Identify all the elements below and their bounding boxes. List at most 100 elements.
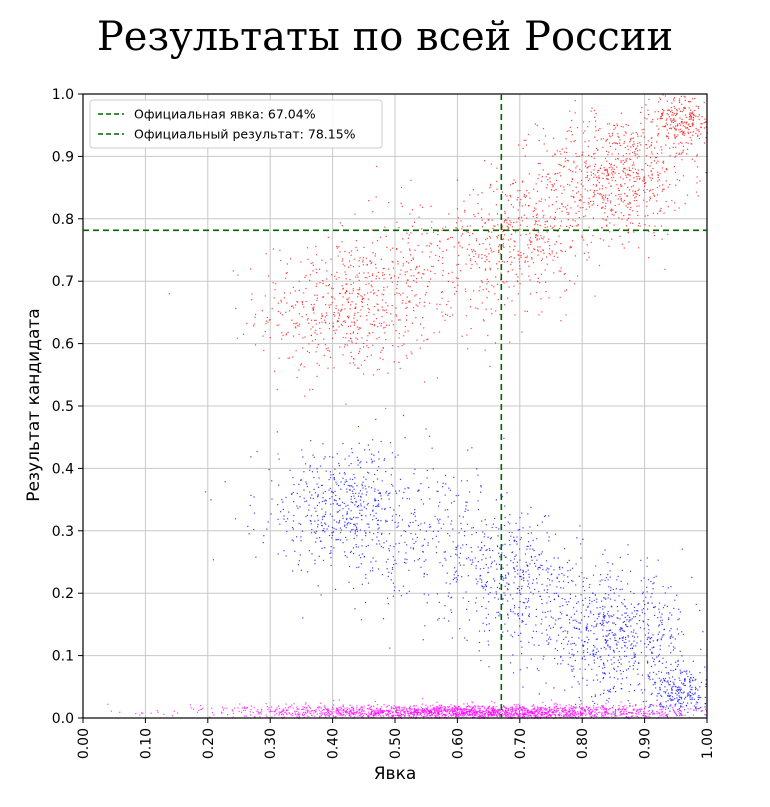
- scatter-point: [646, 205, 648, 207]
- scatter-point: [600, 138, 602, 140]
- scatter-point: [263, 535, 265, 537]
- scatter-point: [608, 697, 610, 700]
- scatter-point: [498, 563, 500, 566]
- scatter-point: [558, 581, 560, 583]
- scatter-point: [442, 262, 444, 264]
- scatter-point: [566, 289, 568, 291]
- scatter-point: [375, 505, 377, 507]
- scatter-point: [296, 536, 298, 538]
- scatter-point: [466, 231, 468, 233]
- scatter-point: [414, 221, 416, 223]
- scatter-point: [426, 245, 428, 247]
- scatter-point: [607, 660, 609, 662]
- scatter-point: [585, 627, 587, 629]
- scatter-point: [575, 212, 577, 214]
- scatter-point: [471, 251, 474, 253]
- scatter-point: [560, 320, 562, 322]
- scatter-point: [507, 226, 509, 228]
- scatter-point: [466, 608, 468, 610]
- scatter-point: [410, 351, 412, 353]
- scatter-point: [636, 205, 638, 207]
- scatter-point: [674, 134, 676, 136]
- scatter-point: [507, 297, 509, 299]
- scatter-point: [580, 200, 582, 202]
- scatter-point: [517, 254, 519, 256]
- scatter-point: [313, 531, 315, 533]
- scatter-point: [353, 258, 355, 260]
- scatter-point: [296, 706, 298, 708]
- scatter-point: [628, 241, 630, 243]
- scatter-point: [373, 293, 375, 295]
- scatter-point: [597, 657, 599, 659]
- scatter-point: [373, 454, 375, 456]
- scatter-point: [512, 611, 514, 613]
- scatter-point: [517, 197, 519, 199]
- scatter-point: [537, 707, 539, 710]
- scatter-point: [655, 162, 657, 164]
- scatter-point: [560, 663, 562, 665]
- scatter-point: [699, 180, 701, 182]
- scatter-point: [423, 576, 425, 578]
- scatter-point: [282, 714, 285, 716]
- scatter-point: [485, 582, 487, 584]
- scatter-point: [436, 518, 438, 520]
- scatter-point: [647, 674, 649, 676]
- scatter-point: [669, 677, 671, 679]
- scatter-point: [485, 524, 487, 526]
- scatter-point: [676, 178, 678, 181]
- scatter-point: [632, 635, 634, 637]
- scatter-point: [597, 149, 599, 151]
- scatter-point: [361, 539, 363, 541]
- scatter-point: [623, 171, 625, 173]
- scatter-point: [285, 521, 287, 523]
- scatter-point: [528, 239, 531, 241]
- scatter-point: [423, 273, 425, 275]
- scatter-point: [387, 603, 389, 605]
- scatter-point: [559, 296, 561, 298]
- scatter-point: [301, 300, 303, 303]
- scatter-point: [338, 462, 340, 465]
- scatter-point: [504, 556, 506, 558]
- scatter-point: [613, 677, 615, 679]
- scatter-point: [615, 634, 617, 636]
- scatter-point: [330, 474, 332, 476]
- scatter-point: [472, 189, 474, 191]
- scatter-point: [353, 553, 355, 555]
- scatter-point: [595, 624, 597, 626]
- scatter-point: [630, 625, 632, 627]
- scatter-point: [491, 251, 493, 253]
- scatter-point: [559, 611, 561, 613]
- scatter-point: [658, 631, 660, 633]
- scatter-point: [347, 301, 350, 304]
- scatter-point: [479, 549, 481, 551]
- scatter-point: [110, 710, 112, 712]
- scatter-point: [590, 241, 592, 243]
- scatter-point: [285, 311, 287, 313]
- scatter-point: [481, 254, 483, 256]
- scatter-point: [642, 593, 644, 595]
- scatter-point: [481, 226, 483, 228]
- scatter-point: [573, 162, 575, 164]
- scatter-point: [593, 633, 595, 635]
- scatter-point: [587, 126, 589, 128]
- scatter-point: [439, 706, 441, 708]
- scatter-point: [675, 661, 677, 663]
- scatter-point: [390, 277, 392, 279]
- scatter-point: [682, 109, 685, 111]
- scatter-point: [652, 119, 654, 121]
- scatter-point: [687, 693, 689, 695]
- scatter-point: [552, 184, 554, 187]
- scatter-point: [587, 179, 589, 182]
- scatter-point: [323, 458, 325, 460]
- scatter-point: [596, 139, 598, 142]
- scatter-point: [348, 266, 350, 268]
- scatter-point: [280, 299, 282, 301]
- scatter-point: [520, 224, 522, 226]
- scatter-point: [487, 219, 489, 221]
- scatter-point: [454, 571, 456, 573]
- scatter-point: [391, 281, 393, 283]
- scatter-point: [430, 526, 432, 528]
- scatter-point: [426, 708, 428, 710]
- scatter-point: [397, 525, 399, 527]
- scatter-point: [462, 233, 464, 235]
